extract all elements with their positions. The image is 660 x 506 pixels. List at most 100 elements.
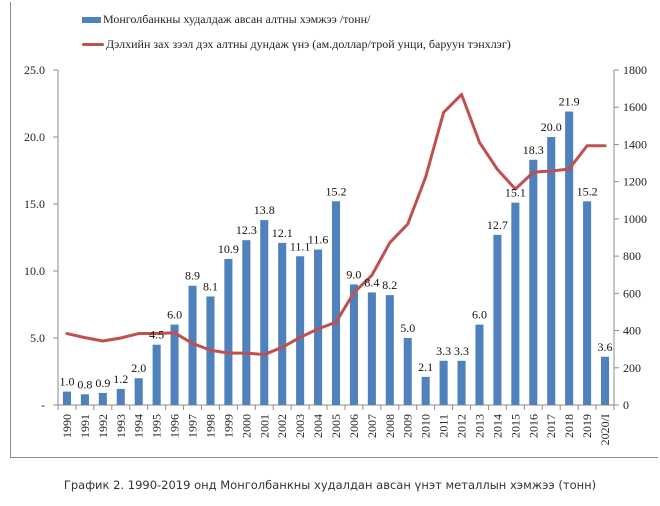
right-axis-tick-label: 800	[623, 249, 641, 263]
bar	[80, 394, 89, 405]
bar	[188, 285, 197, 405]
bar	[421, 376, 430, 405]
bar	[349, 284, 358, 405]
bar-data-label: 12.7	[487, 218, 508, 232]
bar-data-label: 15.1	[505, 186, 526, 200]
bar-data-label: 21.9	[559, 95, 580, 109]
right-axis-tick-label: 400	[623, 324, 641, 338]
bar-data-label: 8.1	[203, 279, 218, 293]
x-axis-tick-label: 2019	[580, 414, 594, 438]
x-axis-tick-label: 1998	[203, 414, 217, 438]
x-axis-tick-label: 2016	[526, 414, 540, 438]
bar-data-label: 6.0	[472, 308, 487, 322]
x-axis-tick-label: 1995	[150, 414, 164, 438]
bar	[367, 292, 376, 405]
left-axis-tick-label: 10.0	[24, 264, 45, 278]
x-axis-tick-label: 2004	[311, 414, 325, 438]
x-axis-tick-label: 2005	[329, 414, 343, 438]
bar-data-label: 20.0	[541, 120, 562, 134]
bar-data-label: 12.3	[236, 223, 257, 237]
bar-data-label: 12.1	[272, 226, 293, 240]
right-axis-tick-label: 600	[623, 286, 641, 300]
x-axis-tick-label: 1999	[221, 414, 235, 438]
x-axis-tick-label: 2014	[490, 414, 504, 438]
bar	[331, 201, 341, 405]
bar	[152, 344, 161, 405]
bar-data-label: 0.9	[95, 376, 110, 390]
bar-data-label: 15.2	[326, 184, 347, 198]
x-axis-tick-label: 2000	[239, 414, 253, 438]
x-axis-tick-label: 2013	[472, 414, 486, 438]
bar	[439, 360, 448, 405]
x-axis-tick-label: 1990	[60, 414, 74, 438]
legend-item-line: Дэлхийн зах зээл дэх алтны дундаж үнэ (а…	[82, 37, 511, 52]
x-axis-tick-label: 2003	[293, 414, 307, 438]
bar	[511, 202, 520, 405]
right-axis-tick-label: 1400	[623, 137, 647, 151]
bar	[403, 338, 412, 405]
bar-data-label: 13.8	[254, 203, 275, 217]
bar	[493, 234, 502, 405]
bar-data-label: 11.6	[308, 233, 329, 247]
left-axis-tick-label: -	[41, 398, 45, 412]
bar	[242, 240, 251, 405]
bar	[583, 201, 592, 405]
bar-data-label: 5.0	[400, 321, 415, 335]
bar-data-label: 3.6	[598, 340, 613, 354]
bar-data-label: 15.2	[577, 184, 598, 198]
bar-data-label: 1.0	[59, 375, 74, 389]
bar-data-label: 10.9	[218, 242, 239, 256]
bar-data-label: 11.1	[290, 239, 311, 253]
bar-data-label: 0.8	[77, 377, 92, 391]
left-axis-tick-label: 15.0	[24, 197, 45, 211]
x-axis-tick-label: 2017	[544, 414, 558, 438]
x-axis-tick-label: 2008	[383, 414, 397, 438]
bar	[62, 391, 72, 405]
right-axis-tick-label: 1200	[623, 175, 647, 189]
bar-data-label: 8.2	[382, 278, 397, 292]
left-axis-tick-label: 25.0	[24, 63, 45, 77]
bar-data-label: 3.3	[436, 344, 451, 358]
bar	[224, 258, 233, 405]
bar	[565, 111, 574, 405]
x-axis-tick-label: 2020/I	[598, 414, 612, 445]
right-axis-tick-label: 1800	[623, 63, 647, 77]
bar	[260, 220, 269, 405]
bar	[98, 392, 107, 405]
x-axis-tick-label: 2010	[419, 414, 433, 438]
bar	[547, 137, 556, 405]
bar-data-label: 9.0	[346, 267, 361, 281]
right-axis-tick-label: 1000	[623, 212, 647, 226]
bar	[457, 360, 466, 405]
bar-data-label: 8.4	[364, 275, 379, 289]
bar	[116, 388, 125, 405]
bar-data-label: 3.3	[454, 344, 469, 358]
bar	[600, 356, 610, 405]
bar	[134, 378, 143, 405]
bar-data-label: 8.9	[185, 269, 200, 283]
right-axis-tick-label: 200	[623, 361, 641, 375]
x-axis-tick-label: 2002	[275, 414, 289, 438]
right-axis-tick-label: 0	[623, 398, 629, 412]
bar-data-label: 2.0	[131, 361, 146, 375]
bar-data-label: 6.0	[167, 308, 182, 322]
x-axis-tick-label: 2001	[257, 414, 271, 438]
bar	[385, 295, 394, 405]
legend-label-bars: Монголбанкны худалдаж авсан алтны хэмжээ…	[103, 12, 371, 26]
legend-label-line: Дэлхийн зах зээл дэх алтны дундаж үнэ (а…	[106, 37, 511, 51]
bar	[296, 256, 305, 405]
bar-data-label: 2.1	[418, 360, 433, 374]
x-axis-tick-label: 1992	[96, 414, 110, 438]
x-axis-tick-label: 2009	[401, 414, 415, 438]
bar-data-label: 1.2	[113, 372, 128, 386]
chart-frame	[10, 2, 658, 458]
bar-data-label: 18.3	[523, 143, 544, 157]
left-axis-tick-label: 20.0	[24, 130, 45, 144]
x-axis-tick-label: 1991	[78, 414, 92, 438]
x-axis-tick-label: 1996	[168, 414, 182, 438]
right-axis-tick-label: 1600	[623, 100, 647, 114]
legend-swatch-bar	[82, 16, 101, 23]
bar	[170, 324, 179, 405]
bar	[529, 159, 538, 405]
x-axis-tick-label: 2018	[562, 414, 576, 438]
